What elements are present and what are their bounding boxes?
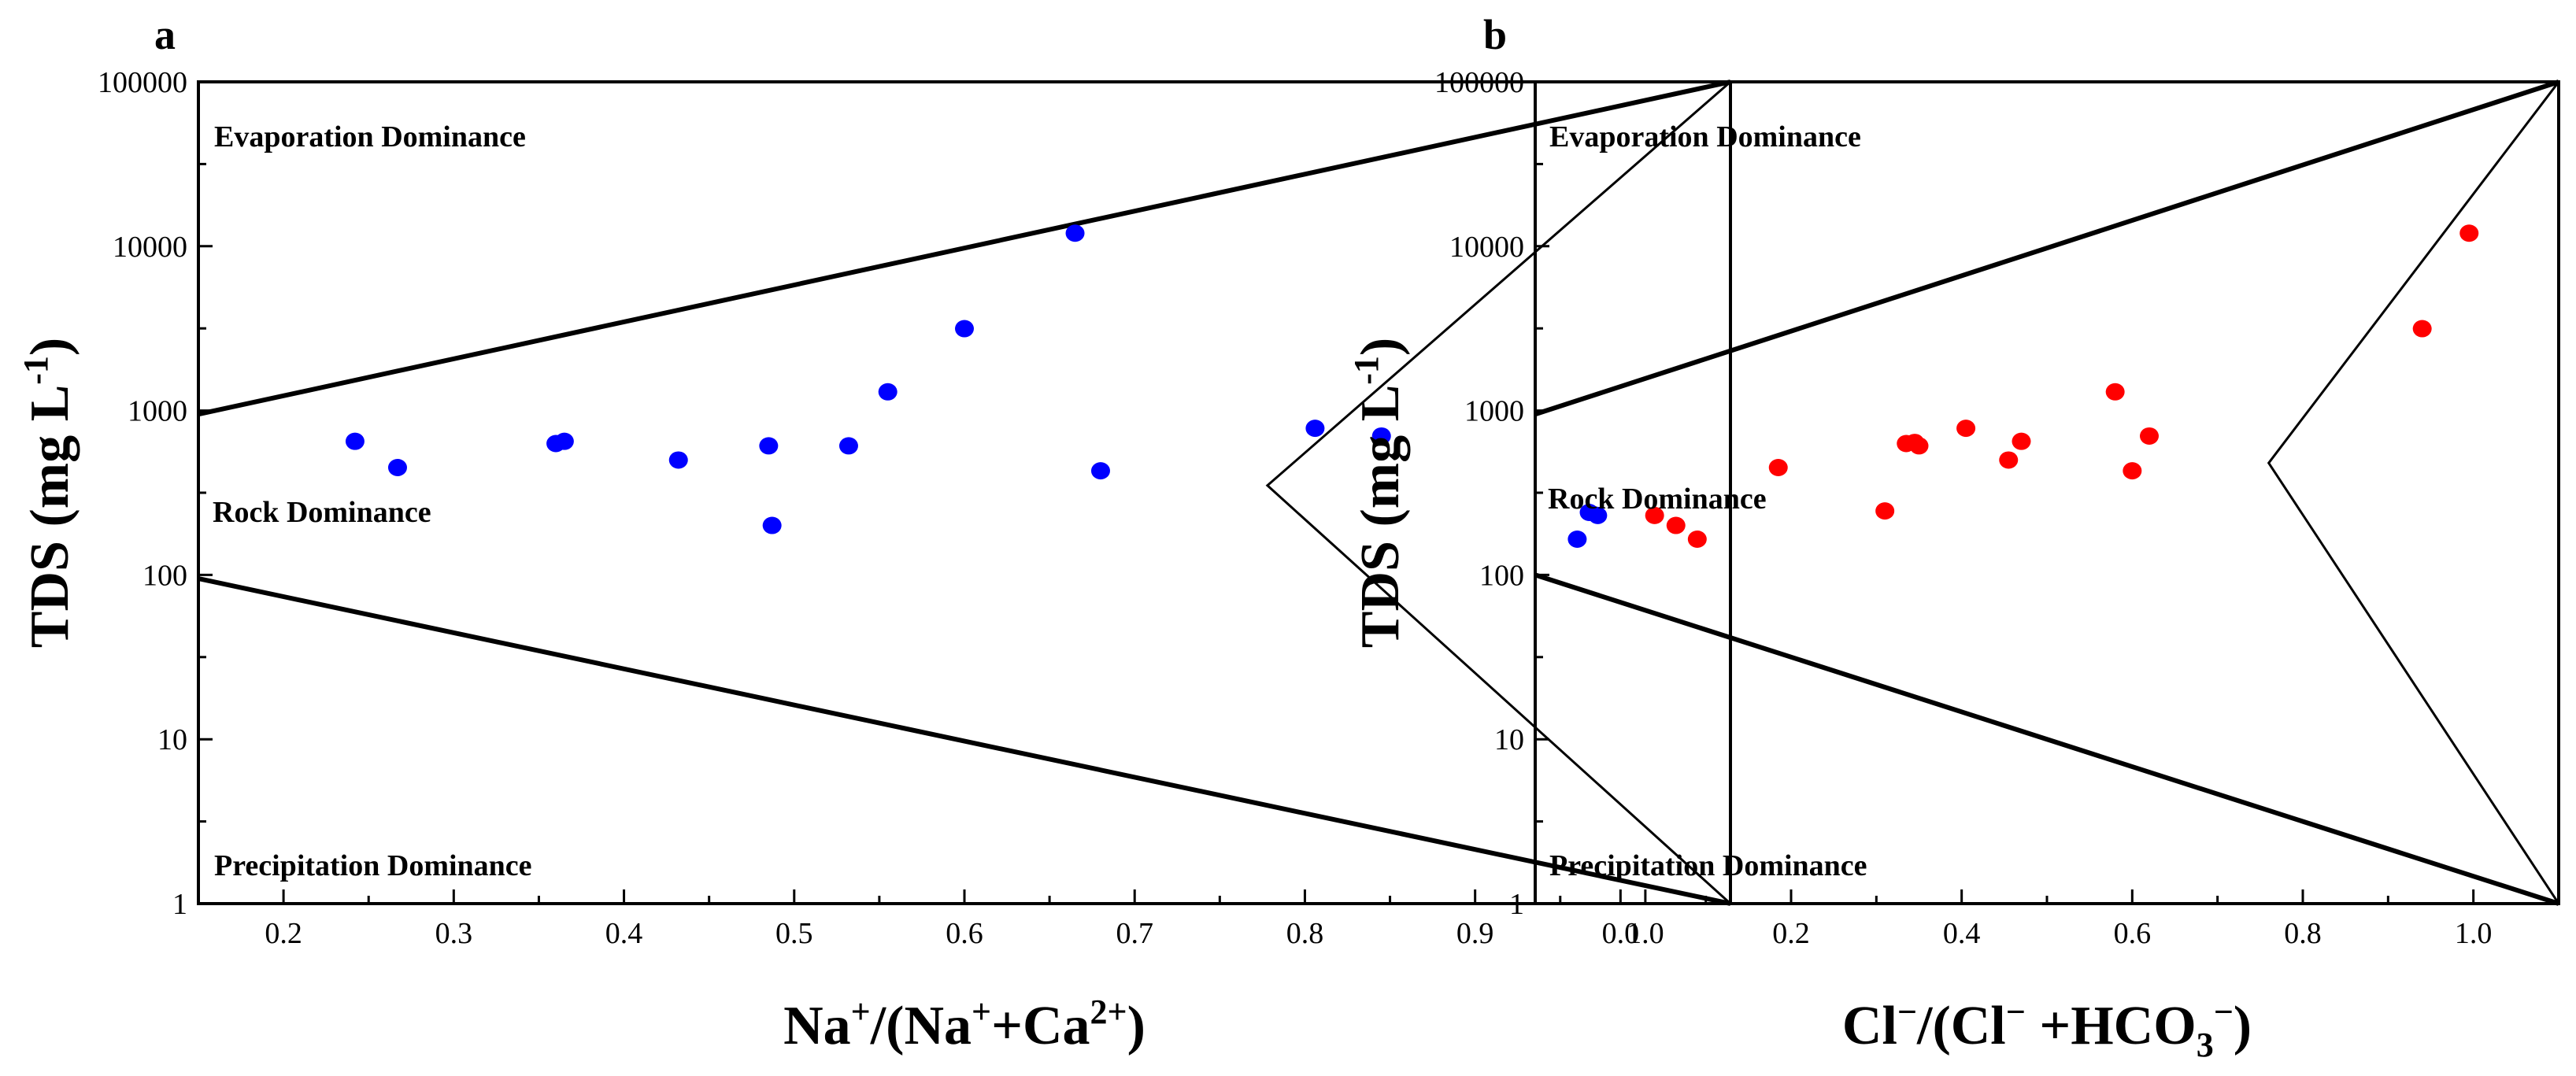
data-point xyxy=(759,437,779,455)
panel-b-boundary-lines xyxy=(1534,79,2560,906)
x-tick-label: 1.0 xyxy=(1627,917,1664,950)
data-point xyxy=(668,451,688,469)
panel-b-y-axis-title: TDS (mg L-1) xyxy=(1347,338,1411,648)
data-point xyxy=(1305,420,1325,438)
data-point xyxy=(2412,320,2432,338)
panel-a-points xyxy=(345,224,1608,548)
x-tick-label: 0.2 xyxy=(1772,917,1810,950)
y-tick-label: 100000 xyxy=(1434,66,1524,99)
data-point xyxy=(345,432,365,450)
panel-a-y-ticks: 1 10 100 1000 10000 100000 xyxy=(98,66,213,921)
data-point xyxy=(1645,506,1664,524)
panel-a-label: a xyxy=(154,11,176,58)
panel-a-x-ticks: 0.2 0.3 0.4 0.5 0.6 0.7 0.8 0.9 1.0 xyxy=(265,889,1664,950)
y-tick-label: 10000 xyxy=(1449,231,1524,264)
panel-b-evaporation-label: Evaporation Dominance xyxy=(1549,120,1861,153)
y-tick-label: 1 xyxy=(172,888,187,921)
x-tick-label: 0.3 xyxy=(435,917,473,950)
panel-b-x-axis-title: Cl−/(Cl− +HCO3−) xyxy=(1842,993,2252,1064)
data-point xyxy=(1768,459,1788,477)
data-point xyxy=(878,383,898,401)
x-tick-label: 0.5 xyxy=(775,917,813,950)
y-tick-label: 10000 xyxy=(113,231,187,264)
x-tick-label: 0.6 xyxy=(946,917,983,950)
panel-a: a 0.2 0.3 0.4 0.5 0.6 0.7 0.8 0.9 1.0 1101001000… xyxy=(17,11,1732,1056)
panel-a-rock-label: Rock Dominance xyxy=(213,496,431,529)
panel-b: b 0.0 0.2 0.4 0.6 0.8 1.0 1 10 100 1000 10000 1000… xyxy=(1347,11,2560,1064)
y-tick-label: 10 xyxy=(1494,723,1524,756)
data-point xyxy=(1666,516,1686,534)
x-tick-label: 0.4 xyxy=(1943,917,1981,950)
data-point xyxy=(1567,530,1587,548)
panel-a-evaporation-label: Evaporation Dominance xyxy=(214,120,526,153)
y-tick-label: 100 xyxy=(1479,559,1524,592)
panel-a-plot-frame xyxy=(197,80,1732,905)
data-point xyxy=(387,459,407,477)
x-tick-label: 0.4 xyxy=(605,917,643,950)
data-point xyxy=(955,320,974,338)
data-point xyxy=(1687,530,1707,548)
lower-boundary-line xyxy=(198,576,1731,906)
data-point xyxy=(1999,451,2019,469)
panel-b-precipitation-label: Precipitation Dominance xyxy=(1549,849,1867,882)
data-point xyxy=(554,432,574,450)
data-point xyxy=(838,437,858,455)
panel-b-rock-label: Rock Dominance xyxy=(1548,483,1767,516)
data-point xyxy=(1956,420,1976,438)
data-point xyxy=(2123,462,2142,480)
x-tick-label: 0.8 xyxy=(2284,917,2322,950)
data-point xyxy=(1588,506,1608,524)
data-point xyxy=(762,516,782,534)
data-point xyxy=(1090,462,1110,480)
x-tick-label: 0.2 xyxy=(265,917,302,950)
data-point xyxy=(2105,383,2125,401)
y-tick-label: 10 xyxy=(157,723,187,756)
panel-b-points xyxy=(1645,224,2479,548)
data-point xyxy=(2459,224,2479,242)
data-point xyxy=(1065,224,1085,242)
x-tick-label: 0.0 xyxy=(1602,917,1640,950)
x-tick-label: 0.6 xyxy=(2114,917,2152,950)
x-tick-label: 1.0 xyxy=(2455,917,2493,950)
panel-a-x-axis-title: Na+/(Na++Ca2+) xyxy=(783,993,1146,1056)
y-tick-label: 1000 xyxy=(1464,395,1524,428)
data-point xyxy=(2140,427,2159,445)
panel-b-y-ticks: 1 10 100 1000 10000 100000 xyxy=(1434,66,1549,921)
y-tick-label: 1 xyxy=(1509,888,1524,921)
data-point xyxy=(1371,427,1391,445)
panel-a-precipitation-label: Precipitation Dominance xyxy=(214,849,532,882)
x-tick-label: 0.8 xyxy=(1286,917,1324,950)
inner-boundary-line xyxy=(1265,80,1732,905)
x-tick-label: 0.9 xyxy=(1456,917,1494,950)
y-tick-label: 1000 xyxy=(128,395,187,428)
x-tick-label: 0.7 xyxy=(1116,917,1153,950)
upper-boundary-line xyxy=(1534,79,2559,417)
y-tick-label: 100 xyxy=(142,559,187,592)
data-point xyxy=(1875,502,1895,520)
panel-a-boundary-lines xyxy=(198,79,1732,906)
data-point xyxy=(1909,437,1929,455)
panel-b-label: b xyxy=(1483,11,1507,58)
panel-b-x-ticks: 0.0 0.2 0.4 0.6 0.8 1.0 xyxy=(1602,889,2493,950)
inner-boundary-line xyxy=(2267,81,2560,904)
upper-boundary-line xyxy=(198,79,1731,417)
data-point xyxy=(2012,432,2031,450)
y-tick-label: 100000 xyxy=(98,66,187,99)
lower-boundary-line xyxy=(1534,572,2559,906)
panel-a-y-axis-title: TDS (mg L-1) xyxy=(17,338,80,648)
